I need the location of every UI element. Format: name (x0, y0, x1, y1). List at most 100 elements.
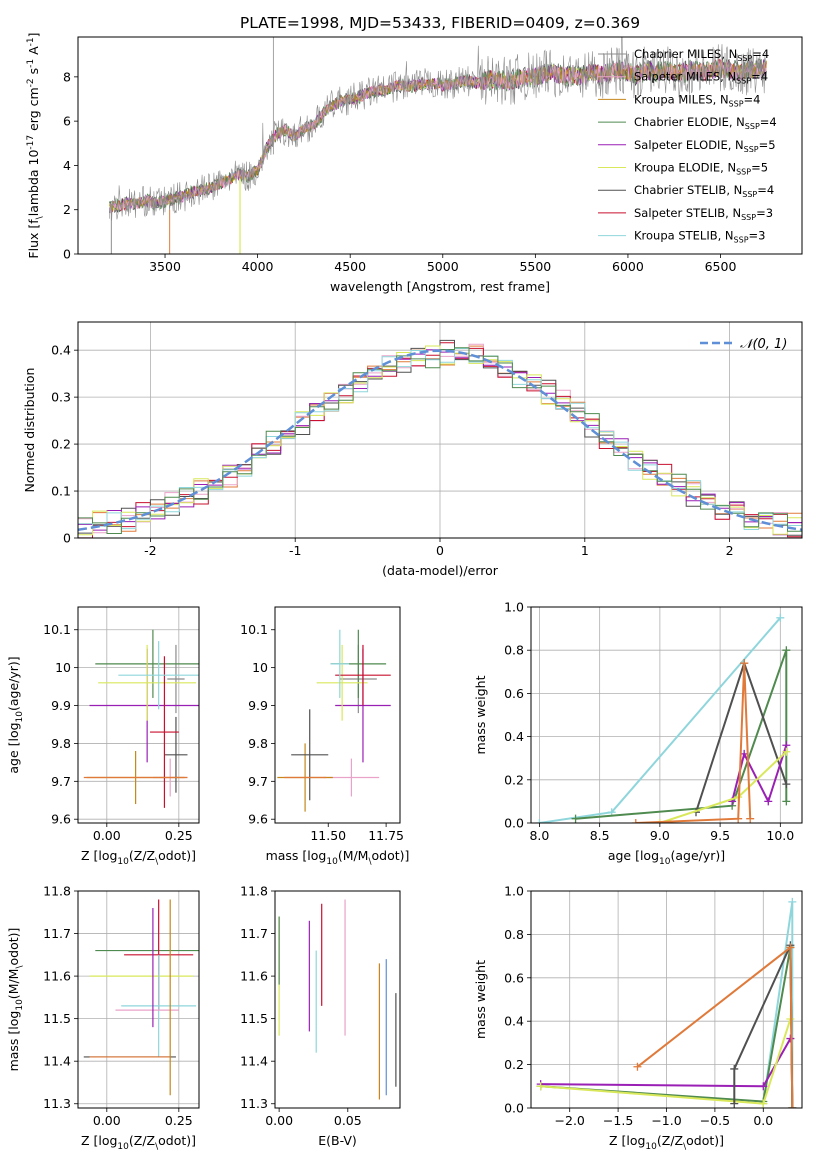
label-part: \ (15, 965, 25, 969)
label-part: \ (683, 1142, 687, 1152)
legend-label: 𝒩(0, 1) (740, 337, 787, 352)
plot-area (78, 607, 199, 823)
y-tick-label: 1.0 (504, 600, 524, 615)
legend-label: Kroupa MILES, NSSP=4 (634, 92, 760, 108)
legend-nssp: =5 (759, 138, 776, 152)
label-part: erg cm (26, 87, 41, 135)
label-part: (age/yr)] (670, 848, 725, 863)
axes-mass-vs-EBV: 0.00 0.05 11.3 11.4 11.5 11.6 11.7 11.8 E(B-V) (240, 884, 401, 1148)
x-tick-label: -1 (289, 543, 301, 558)
y-tick-label: 11.5 (43, 1011, 71, 1026)
mass-weight-marker (535, 819, 544, 823)
legend-sub: SSP (741, 213, 756, 222)
legend-sub: SSP (744, 145, 759, 154)
axes-frame (530, 890, 803, 1109)
x-tick-label: 10.0 (766, 828, 794, 843)
x-tick-label: 3500 (149, 259, 181, 274)
y-tick-label: 0.6 (504, 970, 524, 985)
mass-weight-marker (788, 1104, 797, 1108)
label-part: 10 (15, 711, 25, 723)
y-tick-label: 0.2 (51, 437, 71, 452)
y-tick-label: 10 (252, 660, 268, 675)
y-tick-label: 11.4 (240, 1054, 268, 1069)
legend-name: Salpeter MILES, N (634, 70, 736, 84)
legend-name: Chabrier ELODIE, N (634, 115, 745, 129)
x-tick-label: −0.5 (700, 1113, 730, 1128)
axes-frame (274, 890, 401, 1109)
legend-sub: SSP (734, 236, 749, 245)
mass-weight-marker (759, 1082, 768, 1091)
label-part: s (26, 68, 41, 79)
y-tick-label: 9.7 (248, 774, 268, 789)
x-tick-label: 11.50 (310, 828, 346, 843)
x-tick-label: 1 (581, 543, 589, 558)
label-part: wavelength [Angstrom, rest frame] (330, 279, 550, 294)
legend-sub: SSP (737, 54, 752, 63)
label-part: \ (35, 215, 45, 219)
y-axis-label: Flux [f\lambda 10-17 erg cm-2 s-1 A-1] (26, 32, 45, 258)
legend-nssp: =3 (749, 229, 766, 243)
label-part: mass weight (473, 675, 488, 754)
axes-frame (77, 606, 200, 824)
label-part: odot)] (158, 848, 196, 863)
plot-area (78, 322, 802, 538)
mass-weight-marker (740, 659, 749, 668)
mass-weight-marker (730, 1099, 739, 1108)
x-axis-label: (data-model)/error (382, 563, 499, 578)
plot-area (278, 899, 397, 1100)
label-part: -17 (26, 135, 36, 150)
label-part: Z [log (81, 848, 117, 863)
y-tick-label: 11.7 (240, 926, 268, 941)
label-part: (age/yr)] (6, 656, 21, 711)
plot-area (109, 37, 767, 254)
x-tick-label: −1.5 (603, 1113, 633, 1128)
label-part: (Z/Z (657, 1133, 683, 1148)
label-part: 10 (117, 1142, 129, 1152)
legend-name: Salpeter STELIB, N (634, 206, 741, 220)
plot-area (78, 891, 199, 1108)
y-tick-label: 11.8 (240, 884, 268, 899)
axes-frame (77, 36, 803, 255)
label-part: Flux [f (26, 219, 41, 259)
mass-weight-marker (633, 1062, 642, 1071)
label-part: mass [log (6, 1011, 21, 1072)
y-tick-label: 9.6 (248, 812, 268, 827)
mass-weight-marker (571, 814, 580, 823)
y-tick-label: 11.4 (43, 1054, 71, 1069)
legend-label: Kroupa STELIB, NSSP=3 (634, 229, 765, 245)
y-tick-label: 11.6 (240, 969, 268, 984)
x-tick-label: 5000 (427, 259, 459, 274)
y-tick-label: 0 (63, 531, 71, 546)
x-tick-label: −2.0 (555, 1113, 585, 1128)
x-tick-label: 11.75 (368, 828, 404, 843)
legend-name: Kroupa ELODIE, N (634, 161, 736, 175)
y-tick-label: 9.8 (51, 736, 71, 751)
legend-name: Kroupa STELIB, N (634, 229, 734, 243)
mass-weight-series-5 (659, 750, 787, 823)
mass-weight-marker (786, 1034, 795, 1043)
axes-frame (274, 606, 401, 824)
legend-sub: SSP (729, 99, 744, 108)
label-part: 10 (659, 857, 671, 867)
y-tick-label: 0.4 (504, 729, 524, 744)
x-axis-label: Z [log10(Z/Z\odot)] (81, 848, 196, 867)
x-axis-label: mass [log10(M/M\odot)] (266, 848, 410, 867)
mass-weight-marker (782, 646, 791, 655)
axes-spectrum: 3500 4000 4500 5000 5500 6000 6500 0 2 4 6 8 wavelen… (26, 32, 803, 294)
y-tick-label: 8 (63, 69, 71, 84)
y-tick-label: 11.6 (43, 969, 71, 984)
label-part: odot)] (372, 848, 410, 863)
x-tick-label: 5500 (519, 259, 551, 274)
x-axis-label: age [log10(age/yr)] (608, 848, 725, 867)
mass-weight-marker (730, 1064, 739, 1073)
x-axis-label: E(B-V) (318, 1133, 357, 1148)
mass-weight-marker (746, 814, 755, 823)
legend-nssp: =4 (757, 183, 774, 197)
legend-label: Salpeter MILES, NSSP=4 (634, 70, 768, 86)
label-part: mass [log (266, 848, 327, 863)
label-part: mass weight (473, 960, 488, 1039)
legend-label: Chabrier MILES, NSSP=4 (634, 47, 769, 63)
x-tick-label: 4000 (242, 259, 274, 274)
